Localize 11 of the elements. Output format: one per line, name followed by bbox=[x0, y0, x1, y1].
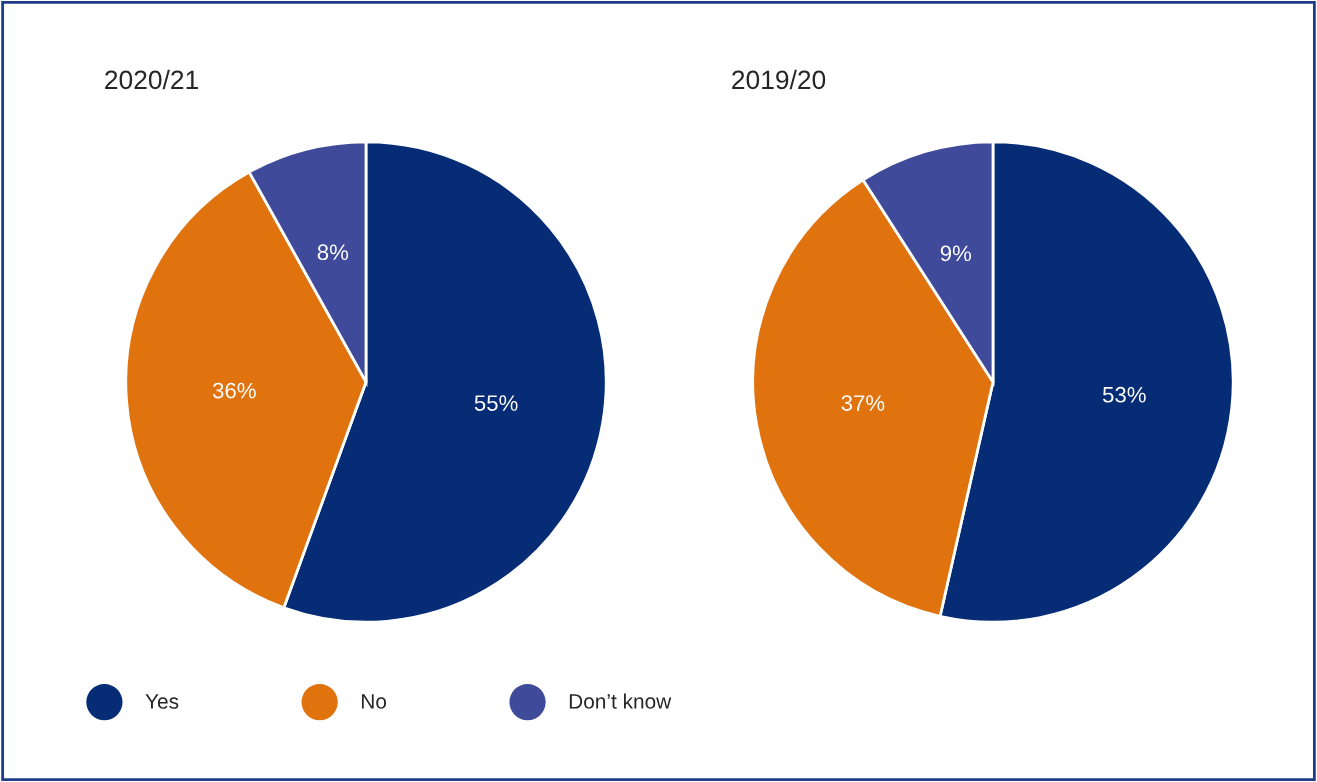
data-label: 55% bbox=[474, 395, 518, 411]
chart-title: 2019/20 bbox=[732, 69, 826, 90]
legend-label: Don’t know bbox=[569, 693, 672, 709]
data-label: 53% bbox=[1102, 386, 1146, 403]
data-label: 36% bbox=[212, 382, 256, 399]
legend-label: No bbox=[362, 694, 387, 709]
data-label: 9% bbox=[940, 245, 972, 262]
chart-title: 2020/21 bbox=[105, 69, 198, 90]
data-label: 37% bbox=[841, 395, 885, 411]
data-label: 8% bbox=[317, 244, 349, 261]
legend-label: Yes bbox=[145, 694, 179, 709]
